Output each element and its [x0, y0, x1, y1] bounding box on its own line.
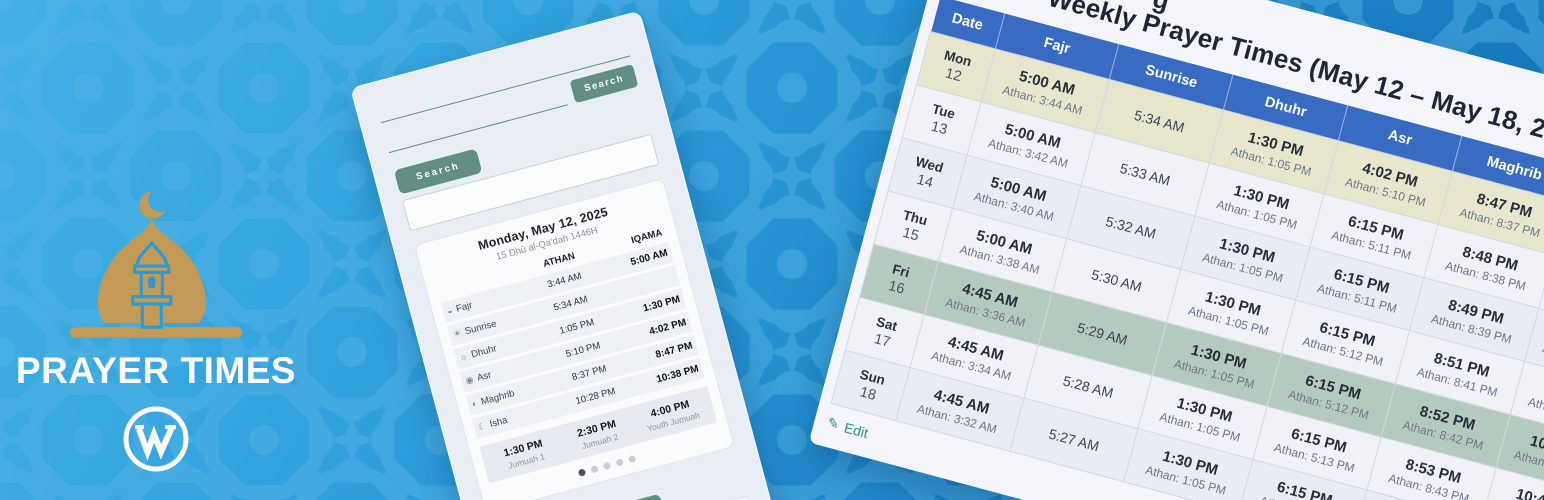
prayer-name: Dhuhr — [470, 343, 498, 361]
jumuah-item: 4:00 PM Youth Jumuah — [632, 393, 712, 436]
mosque-icon — [69, 191, 243, 338]
carousel-dot[interactable] — [602, 461, 611, 471]
maghrib-sunset-icon: ◐ — [470, 397, 479, 410]
dhuhr-sun-icon: ☼ — [458, 350, 469, 363]
sunrise-time: 5:28 AM — [1061, 372, 1116, 402]
pencil-icon: ✎ — [825, 413, 842, 433]
fajr-dawn-icon: ◒ — [445, 305, 454, 317]
brand-title: PRAYER TIMES — [15, 350, 297, 391]
edit-link[interactable]: ✎ Edit — [825, 414, 870, 441]
top-search-form: Search — [383, 64, 639, 154]
carousel-dot[interactable] — [614, 458, 624, 467]
carousel-dot[interactable] — [577, 468, 586, 477]
branding-block: PRAYER TIMES — [0, 0, 312, 500]
weekly-prayer-table: DateFajrSunriseDhuhrAsrMaghribIsha Mon12… — [830, 0, 1544, 500]
weekly-table-card: g Weekly Prayer Times (May 12 – May 18, … — [808, 0, 1544, 500]
wordpress-logo-icon — [123, 406, 189, 472]
sunrise-time: 5:34 AM — [1132, 106, 1187, 136]
sunrise-time: 5:27 AM — [1047, 425, 1101, 455]
prayer-name: Sunrise — [463, 318, 498, 338]
prayer-name: Asr — [475, 369, 493, 384]
sunrise-icon: ☀ — [452, 327, 463, 340]
sunrise-time: 5:32 AM — [1104, 213, 1158, 242]
prayer-name: Isha — [488, 414, 509, 431]
jumuah-item: 2:30 PM Jumuah 2 — [558, 413, 638, 456]
sunrise-time: 5:33 AM — [1118, 159, 1173, 189]
carousel-dot[interactable] — [627, 454, 636, 464]
asr-sun-icon: ◉ — [464, 374, 475, 386]
carousel-dot[interactable] — [589, 465, 599, 474]
jumuah-item: 1:30 PM Jumuah 1 — [485, 433, 565, 476]
search-input[interactable] — [384, 88, 569, 154]
search-button[interactable]: Search — [569, 64, 639, 104]
iqama-time — [606, 276, 673, 294]
daily-widget-card: Search Search Monday, May 12, 2025 15 Dh… — [350, 10, 803, 500]
prayer-name: Fajr — [454, 299, 474, 315]
iqama-time: 10:48 PM — [1491, 479, 1544, 500]
prayer-name: Maghrib — [479, 388, 516, 408]
sunrise-time: 5:29 AM — [1075, 319, 1130, 349]
sunrise-time: 5:30 AM — [1089, 266, 1144, 295]
daily-prayer-panel: Monday, May 12, 2025 15 Dhū al-Qa'dah 14… — [413, 178, 735, 500]
isha-moon-icon: ☾ — [476, 420, 488, 433]
edit-label: Edit — [842, 418, 871, 441]
